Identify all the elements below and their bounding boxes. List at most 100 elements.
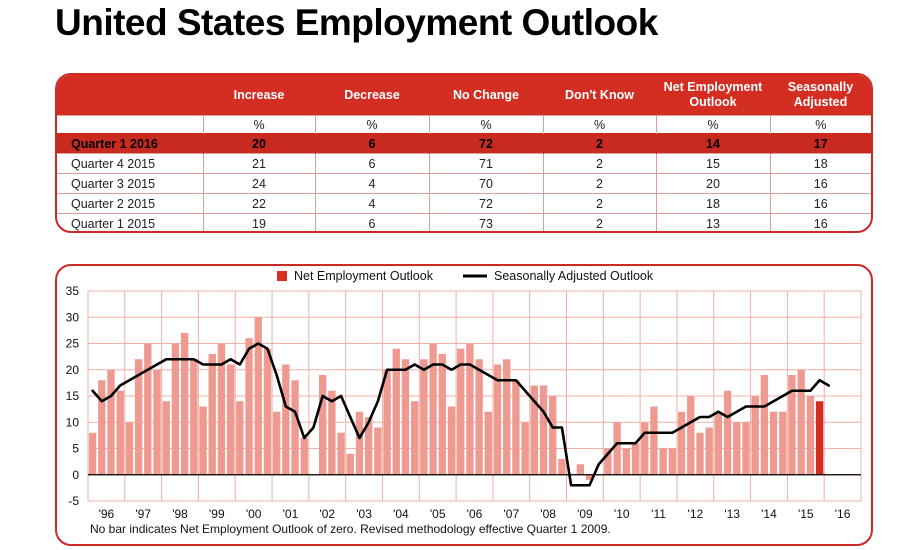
bar [364,417,373,475]
x-tick-label: '11 [651,507,666,521]
table-cell: 13 [655,213,770,231]
row-label: Quarter 1 2015 [57,213,203,231]
table-cell: 21 [202,153,315,174]
legend-label-seasonally-adjusted: Seasonally Adjusted Outlook [494,269,654,283]
bar [613,422,621,475]
table-cell: 2 [542,153,656,174]
bar [383,369,391,475]
x-tick-label: '02 [319,507,335,521]
table-cell: 16 [769,193,871,214]
y-tick-label: 30 [66,310,80,324]
bar [374,427,382,475]
y-tick-label: 10 [66,415,80,429]
bar [217,343,226,475]
chart-bars [88,317,824,480]
table-cell: 17 [769,133,871,154]
column-header-no-change: No Change [429,75,543,116]
bar [733,422,741,475]
bar [457,348,465,475]
x-tick-label: '07 [503,507,519,521]
bar [696,432,704,475]
row-label: Quarter 2 2015 [57,193,203,214]
bar [328,390,336,475]
row-label: Quarter 4 2015 [57,153,203,174]
bar [401,359,410,475]
table-cell: 2 [542,133,656,154]
legend-swatch-net-outlook [277,271,287,281]
table-cell: 2 [542,213,656,231]
bar [788,375,796,475]
bar [779,411,787,475]
x-tick-label: '04 [393,507,409,521]
y-tick-label: 5 [72,442,79,456]
chart-legend: Net Employment Outlook Seasonally Adjust… [277,269,654,283]
bar [475,359,483,475]
y-tick-label: 20 [66,363,80,377]
bar [171,343,180,475]
employment-outlook-chart: -5 0 5 10 15 20 25 30 35 '96 '97 '98 '99 '00 '01 '02 '03… [66,269,862,536]
bar [254,317,262,475]
bar [447,406,456,475]
x-tick-label: '14 [761,507,777,521]
bar [153,369,161,475]
bar [705,427,713,475]
bar [208,354,216,475]
y-tick-label: 15 [66,389,80,403]
bar [180,333,189,475]
x-tick-label: '01 [283,507,299,521]
bar [337,432,345,475]
y-tick-label: 25 [66,337,80,351]
bar [190,359,198,475]
table-cell: 22 [202,193,315,214]
bar [263,348,272,475]
unit-cell: % [655,115,770,134]
bar [769,411,778,475]
bar [429,343,437,475]
table-cell: 72 [428,133,543,154]
bar [530,385,538,475]
row-label: Quarter 3 2015 [57,173,203,194]
table-cell: 19 [202,213,315,231]
bar [760,375,769,475]
column-header [57,75,203,116]
unit-cell: % [428,115,543,134]
bar [650,406,658,475]
bar [98,380,106,475]
row-label: Quarter 1 2016 [57,133,203,154]
bar [125,422,134,475]
bar [622,448,631,475]
x-tick-label: '99 [209,507,225,521]
outlook-table: Increase Decrease No Change Don't Know N… [57,75,871,231]
table-cell: 14 [655,133,770,154]
bar [493,364,502,475]
table-cell: 2 [542,193,656,214]
column-header-decrease: Decrease [315,75,429,116]
bar [438,354,446,475]
bar [539,385,548,475]
table-cell: 4 [314,173,429,194]
table-row: Quarter 2 2015 22 4 72 2 18 16 [57,193,871,214]
bar [677,411,686,475]
unit-cell [57,115,203,134]
unit-cell: % [314,115,429,134]
bar [521,422,529,475]
page-title: United States Employment Outlook [55,2,658,43]
column-header-dont-know: Don't Know [543,75,656,116]
bar [318,375,327,475]
x-tick-label: '09 [577,507,593,521]
bar [512,380,520,475]
bar [88,432,97,475]
table-row: Quarter 4 2015 21 6 71 2 15 18 [57,153,871,174]
column-header-net-outlook: Net Employment Outlook [656,75,770,116]
table-cell: 6 [314,153,429,174]
table-cell: 18 [655,193,770,214]
bar [806,396,815,475]
table-cell: 72 [428,193,543,214]
table-cell: 6 [314,213,429,231]
x-tick-label: '10 [614,507,630,521]
x-tick-label: '05 [430,507,446,521]
x-tick-label: '98 [172,507,188,521]
table-cell: 6 [314,133,429,154]
bar [134,359,143,475]
bar [355,411,364,475]
